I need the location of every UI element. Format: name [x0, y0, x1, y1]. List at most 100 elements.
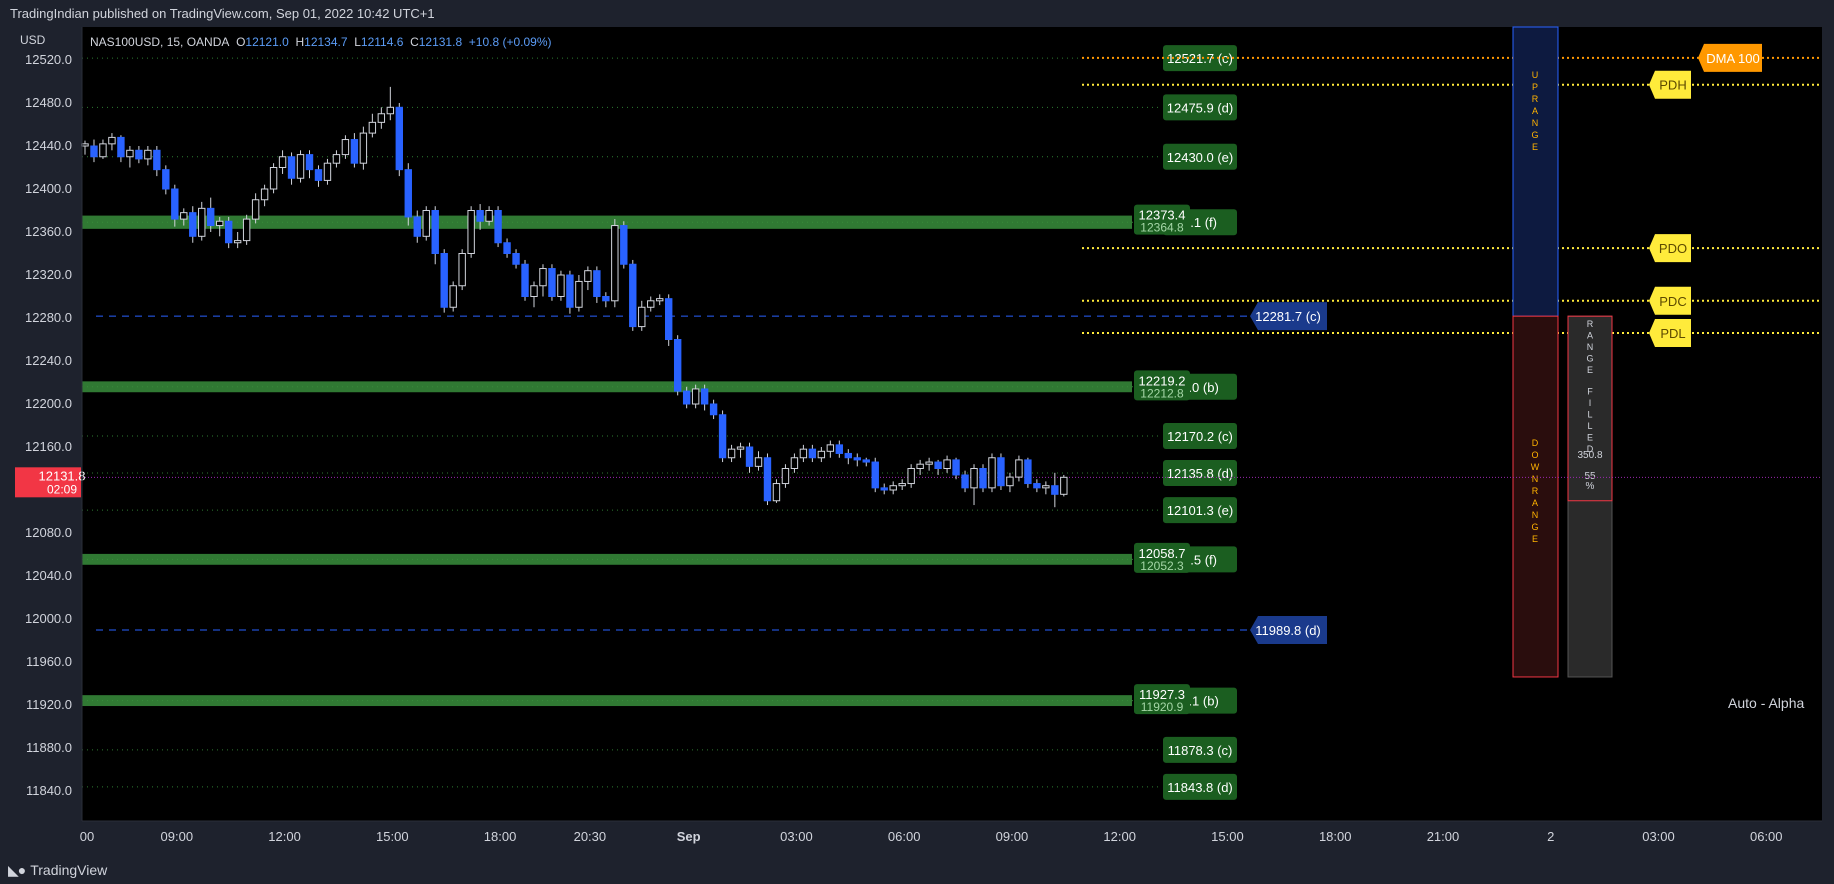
candle — [530, 281, 538, 308]
day-level-tag-text: DMA 100 — [1706, 51, 1759, 66]
range-filled-percent: 55 — [1584, 471, 1596, 482]
candle-body — [665, 298, 673, 340]
range-filled-letter: L — [1587, 410, 1592, 420]
candle — [602, 292, 610, 308]
range-filled-letter: R — [1587, 319, 1594, 329]
candle — [296, 150, 305, 183]
fib-level-label: 12170.2 (c) — [1163, 423, 1237, 450]
candle-body — [458, 253, 466, 287]
current-price-tag: 12131.802:09 — [15, 467, 86, 498]
tradingview-logo-icon: ◣● — [8, 862, 26, 878]
fib-label-box — [1163, 773, 1237, 800]
day-level-tag-text: PDL — [1660, 326, 1685, 341]
range-filled-box — [1567, 315, 1613, 678]
candle — [727, 444, 736, 463]
candle — [476, 204, 484, 230]
range-filled-letter: L — [1587, 421, 1592, 431]
candle — [287, 152, 296, 185]
legend-symbol[interactable]: NAS100USD, 15, OANDA — [90, 35, 230, 49]
fib-label-box — [1163, 423, 1237, 450]
candle-body — [808, 448, 817, 459]
candle-body — [934, 461, 942, 469]
day-level-tag: PDC — [1649, 286, 1691, 315]
candle — [691, 384, 700, 409]
x-tick-label: 18:00 — [484, 829, 517, 844]
bar-countdown: 02:09 — [47, 482, 77, 496]
x-tick-label: 03:00 — [1642, 829, 1675, 844]
candle-body — [440, 253, 448, 308]
fib-label-text: 12521.7 (c) — [1167, 51, 1233, 66]
candle-body — [889, 485, 897, 491]
zone-label-top: 11927.3 — [1139, 687, 1185, 702]
candle-body — [449, 285, 457, 308]
candle-body — [198, 207, 206, 237]
candle-body — [242, 218, 251, 242]
candle-body — [377, 113, 386, 123]
candle-body — [269, 167, 278, 190]
candle — [790, 453, 799, 473]
candle — [952, 457, 960, 480]
candle — [467, 206, 475, 258]
candle-body — [772, 483, 781, 502]
x-tick-label: 09:00 — [996, 829, 1029, 844]
candle — [817, 447, 826, 463]
fib-label-text: 12430.0 (e) — [1167, 150, 1234, 165]
candle — [548, 264, 556, 301]
candle-body — [216, 220, 224, 227]
candle-body — [736, 446, 745, 450]
zone-label-bottom: 11920.9 — [1141, 700, 1184, 714]
candle-body — [135, 149, 143, 160]
range-filled-value: 350.8 — [1577, 450, 1602, 461]
candle — [709, 399, 718, 420]
candle-body — [656, 298, 664, 302]
day-level-tag-text: PDO — [1659, 241, 1687, 256]
candle-body — [826, 444, 835, 452]
candle-body — [871, 461, 879, 489]
down-range-letter: A — [1532, 498, 1538, 508]
y-tick-label: 12040.0 — [25, 568, 72, 583]
fib-level-label: 11843.8 (d) — [1163, 773, 1237, 800]
y-tick-label: 11880.0 — [26, 740, 72, 755]
candle — [647, 296, 655, 312]
x-tick-label: 06:00 — [1750, 829, 1783, 844]
candle — [934, 459, 942, 475]
range-filled-progress — [1567, 315, 1613, 502]
fib-label-box — [1163, 94, 1237, 121]
candle-body — [1024, 459, 1032, 485]
candle — [665, 294, 673, 346]
candle-body — [305, 154, 314, 171]
y-tick-label: 11840.0 — [26, 783, 72, 798]
x-tick-label: 15:00 — [1211, 829, 1244, 844]
candle-body — [251, 199, 260, 220]
y-tick-label: 12520.0 — [25, 52, 72, 67]
candle — [1051, 472, 1059, 508]
candle — [808, 444, 817, 463]
candle-body — [997, 457, 1005, 487]
candle-body — [566, 274, 574, 308]
price-chart[interactable]: 12520.0 12480.0 12440.0 12400.0 12360.0 12320… — [0, 0, 1834, 856]
x-tick-label: 03:00 — [780, 829, 813, 844]
fib-level-label: 11878.3 (c) — [1163, 736, 1237, 763]
candle — [404, 163, 412, 226]
dashed-level-label: 12281.7 (c) — [1250, 302, 1327, 331]
candle-body — [880, 487, 888, 491]
fib-label-text: 5.5 (f) — [1183, 552, 1217, 567]
candle-body — [350, 139, 359, 164]
candle — [961, 470, 969, 493]
candle-body — [539, 268, 547, 287]
legend-high: 12134.7 — [304, 35, 348, 49]
candle — [638, 300, 646, 331]
down-range-letter: R — [1532, 486, 1539, 496]
candle-body — [260, 188, 269, 201]
candle-body — [485, 210, 493, 222]
support-resistance-zone — [82, 381, 1132, 393]
x-tick-label: 00 — [80, 829, 94, 844]
y-tick-label: 12440.0 — [25, 138, 72, 153]
candle — [216, 216, 224, 237]
candle-body — [224, 220, 233, 244]
tradingview-logo[interactable]: ◣● TradingView — [8, 856, 107, 884]
candle — [108, 133, 116, 151]
down-range-letter: N — [1532, 474, 1539, 484]
